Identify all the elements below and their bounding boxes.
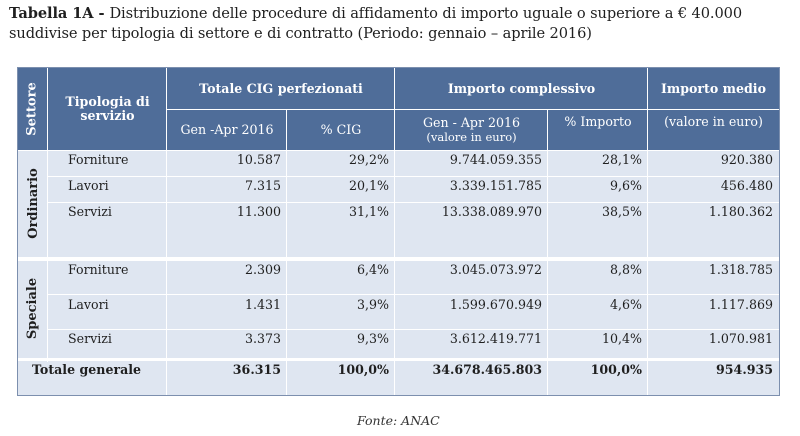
cell-cig: 11.300 — [236, 204, 281, 219]
grid-line — [48, 202, 779, 203]
header-settore: Settore — [18, 68, 48, 150]
header-totale-cig-label: Totale CIG perfezionati — [199, 80, 363, 96]
header-importo-medio: Importo medio — [648, 68, 779, 109]
cell-cig: 2.309 — [244, 262, 281, 277]
cell-pct-importo: 8,8% — [610, 262, 642, 277]
header-tipologia: Tipologia di servizio — [48, 68, 167, 150]
cell-pct-importo: 38,5% — [601, 204, 642, 219]
caption-text: Distribuzione delle procedure di affidam… — [9, 5, 743, 42]
header-pct-cig: % CIG — [287, 109, 395, 150]
cell-cig: 7.315 — [244, 178, 281, 193]
sector-speciale: Speciale — [18, 260, 48, 357]
cell-tipo: Forniture — [68, 262, 129, 277]
cell-medio: 1.117.869 — [708, 297, 773, 312]
header-gen-apr-valore-label: Gen - Apr 2016 — [422, 114, 521, 130]
header-totale-cig: Totale CIG perfezionati — [167, 68, 395, 109]
data-table: Settore Tipologia di servizio Totale CIG… — [17, 67, 780, 396]
header-valore-in-euro-label: (valore in euro) — [664, 114, 763, 129]
header-tipologia-label: Tipologia di servizio — [65, 94, 150, 123]
cell-medio: 1.180.362 — [708, 204, 773, 219]
cell-tipo: Lavori — [68, 178, 109, 193]
total-pct-importo: 100,0% — [590, 362, 642, 377]
cell-importo: 3.612.419.771 — [449, 331, 542, 346]
caption-label: Tabella 1A - — [9, 5, 110, 22]
grid-line — [18, 257, 779, 261]
header-gen-apr: Gen -Apr 2016 — [167, 109, 287, 150]
cell-importo: 1.599.670.949 — [449, 297, 542, 312]
header-gen-apr-valore: Gen - Apr 2016 (valore in euro) — [395, 109, 548, 150]
header-pct-importo: % Importo — [548, 109, 648, 150]
cell-pct-cig: 3,9% — [357, 297, 389, 312]
grid-line — [286, 109, 287, 395]
cell-pct-importo: 9,6% — [610, 178, 642, 193]
cell-tipo: Servizi — [68, 204, 112, 219]
cell-cig: 3.373 — [244, 331, 281, 346]
cell-medio: 1.318.785 — [708, 262, 773, 277]
header-importo-medio-label: Importo medio — [661, 80, 766, 96]
sector-ordinario-label: Ordinario — [25, 168, 41, 239]
header-pct-importo-label: % Importo — [564, 114, 632, 129]
total-cig: 36.315 — [232, 362, 281, 377]
cell-medio: 920.380 — [720, 152, 773, 167]
grid-line — [48, 329, 779, 330]
cell-tipo: Forniture — [68, 152, 129, 167]
cell-importo: 3.339.151.785 — [449, 178, 542, 193]
cell-pct-cig: 9,3% — [357, 331, 389, 346]
cell-tipo: Servizi — [68, 331, 112, 346]
header-gen-apr-label: Gen -Apr 2016 — [180, 121, 274, 137]
cell-importo: 3.045.073.972 — [449, 262, 542, 277]
total-pct-cig: 100,0% — [337, 362, 389, 377]
grid-line — [47, 68, 48, 362]
source-note: Fonte: ANAC — [357, 413, 440, 428]
header-importo-complessivo: Importo complessivo — [395, 68, 648, 109]
grid-line — [48, 294, 779, 295]
grid-line — [647, 68, 648, 395]
header-importo-complessivo-label: Importo complessivo — [447, 80, 596, 96]
cell-cig: 1.431 — [244, 297, 281, 312]
sector-ordinario: Ordinario — [18, 150, 48, 257]
header-pct-cig-label: % CIG — [320, 121, 362, 137]
grid-line — [167, 109, 779, 110]
cell-cig: 10.587 — [236, 152, 281, 167]
cell-medio: 1.070.981 — [708, 331, 773, 346]
cell-importo: 13.338.089.970 — [441, 204, 542, 219]
header-settore-label: Settore — [25, 82, 40, 136]
grid-line — [547, 109, 548, 395]
cell-pct-importo: 28,1% — [601, 152, 642, 167]
cell-pct-importo: 10,4% — [601, 331, 642, 346]
cell-pct-cig: 29,2% — [348, 152, 389, 167]
header-valore-in-euro: (valore in euro) — [648, 109, 779, 150]
cell-pct-importo: 4,6% — [610, 297, 642, 312]
grid-line — [18, 358, 779, 361]
grid-line — [166, 68, 167, 395]
grid-line — [48, 176, 779, 177]
total-label: Totale generale — [32, 362, 142, 377]
grid-line — [18, 150, 779, 151]
grid-line — [394, 68, 395, 395]
total-importo: 34.678.465.803 — [432, 362, 542, 377]
cell-importo: 9.744.059.355 — [449, 152, 542, 167]
header-valore-euro-label: (valore in euro) — [426, 129, 517, 144]
table-caption: Tabella 1A - Distribuzione delle procedu… — [9, 4, 795, 44]
cell-pct-cig: 6,4% — [357, 262, 389, 277]
total-medio: 954.935 — [716, 362, 773, 377]
cell-pct-cig: 31,1% — [348, 204, 389, 219]
sector-speciale-label: Speciale — [25, 277, 41, 340]
cell-tipo: Lavori — [68, 297, 109, 312]
cell-pct-cig: 20,1% — [348, 178, 389, 193]
cell-medio: 456.480 — [720, 178, 773, 193]
